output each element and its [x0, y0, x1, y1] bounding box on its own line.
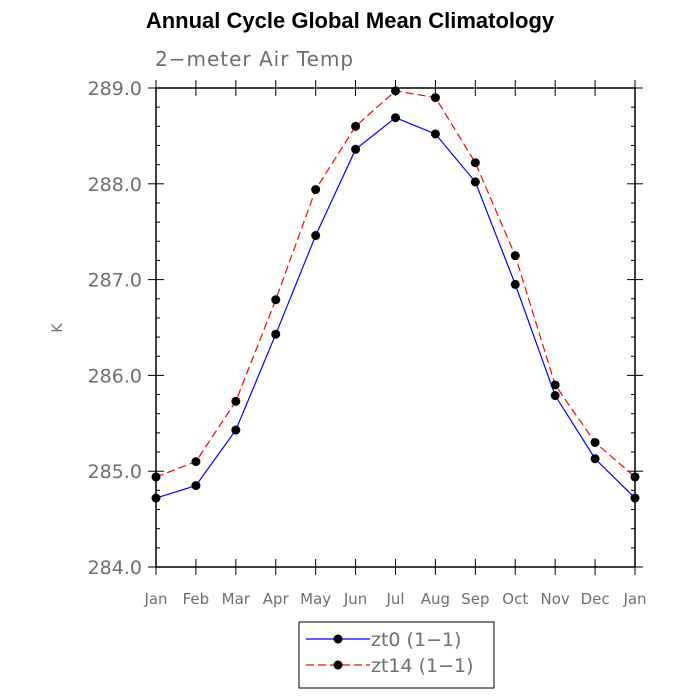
data-point-0 [550, 391, 560, 401]
data-point-1 [590, 437, 600, 447]
plot-frame [155, 87, 636, 568]
x-tick-label: Jun [343, 590, 367, 608]
x-tick-label: Aug [421, 590, 450, 608]
x-tick-label: Mar [222, 590, 251, 608]
x-tick-label: Jan [143, 590, 167, 608]
y-tick-label: 288.0 [88, 174, 142, 196]
legend-label-1: zt14 (1−1) [371, 655, 474, 677]
data-point-0 [630, 493, 640, 503]
legend-marker-0 [333, 634, 343, 644]
data-point-0 [151, 493, 161, 503]
x-tick-label: Sep [461, 590, 489, 608]
data-point-0 [351, 144, 361, 154]
x-tick-label: Nov [541, 590, 570, 608]
data-point-0 [271, 329, 281, 339]
data-point-0 [430, 129, 440, 139]
data-point-0 [510, 279, 520, 289]
chart-title: Annual Cycle Global Mean Climatology [145, 8, 555, 33]
series-line-1 [155, 90, 636, 478]
y-tick-label: 286.0 [88, 365, 142, 387]
data-point-0 [191, 481, 201, 491]
y-axis-label: K [50, 323, 66, 333]
data-point-1 [470, 158, 480, 168]
data-point-0 [470, 177, 480, 187]
data-point-0 [231, 425, 241, 435]
y-tick-label: 284.0 [88, 557, 142, 579]
x-tick-label: Oct [502, 590, 528, 608]
data-point-1 [510, 251, 520, 261]
legend-box [298, 621, 495, 689]
data-point-0 [391, 113, 400, 123]
data-point-0 [590, 454, 600, 464]
x-tick-label: Jul [385, 590, 404, 608]
data-point-1 [271, 295, 281, 305]
legend: zt0 (1−1) zt14 (1−1) [298, 621, 495, 689]
data-point-0 [311, 231, 321, 241]
chart-subtitle: 2−meter Air Temp [155, 47, 355, 71]
legend-marker-1 [333, 660, 343, 670]
y-tick-label: 285.0 [88, 461, 142, 483]
x-tick-label: Apr [263, 590, 290, 608]
data-point-1 [191, 457, 201, 467]
data-point-1 [311, 185, 321, 195]
data-point-1 [351, 121, 361, 131]
series-line-0 [155, 117, 636, 499]
data-point-1 [630, 472, 640, 482]
y-tick-label: 287.0 [88, 270, 142, 292]
data-point-1 [391, 86, 400, 96]
legend-label-0: zt0 (1−1) [371, 629, 461, 651]
x-tick-label: Feb [183, 590, 210, 608]
data-point-1 [550, 380, 560, 390]
data-point-1 [430, 93, 440, 103]
data-point-1 [231, 396, 241, 406]
x-tick-label: Dec [581, 590, 610, 608]
x-tick-label: May [300, 590, 331, 608]
data-point-1 [151, 472, 161, 482]
y-tick-label: 289.0 [88, 78, 142, 100]
x-tick-label: Jan [622, 590, 646, 608]
